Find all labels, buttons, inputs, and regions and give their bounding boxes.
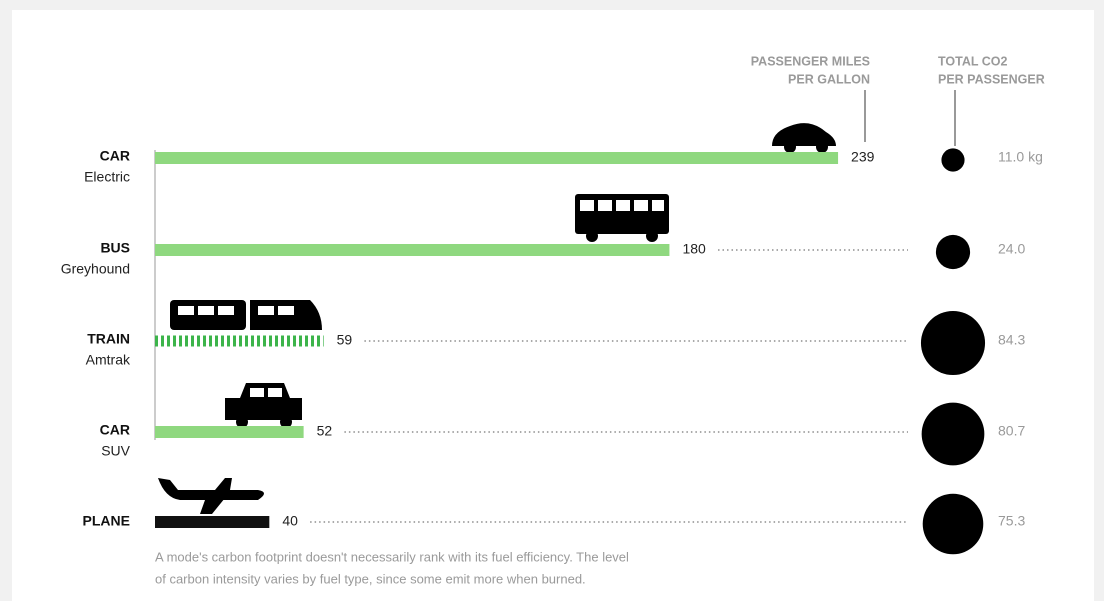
category-label: PLANE: [83, 513, 130, 529]
note: of carbon intensity varies by fuel type,…: [155, 571, 586, 586]
category-label: CAR: [100, 422, 130, 438]
bar: [155, 426, 304, 438]
co2-label: 11.0 kg: [998, 149, 1043, 165]
icon-bus: [575, 194, 669, 242]
icon-plane: [158, 478, 264, 514]
bar: [155, 244, 670, 256]
co2-label: 80.7: [998, 423, 1025, 439]
bar: [155, 152, 839, 164]
icon-electric-car: [772, 123, 836, 153]
category-label: TRAIN: [87, 331, 130, 347]
co2-label: 75.3: [998, 513, 1025, 529]
co2-bubble: [941, 148, 965, 172]
category-label: BUS: [100, 240, 130, 256]
icon-train: [170, 300, 322, 330]
bar: [155, 516, 270, 528]
co2-bubble: [921, 402, 985, 466]
co2-bubble: [922, 493, 984, 555]
value-label: 52: [317, 423, 333, 439]
value-label: 59: [337, 332, 353, 348]
co2-label: 24.0: [998, 241, 1025, 257]
icon-suv: [225, 383, 302, 428]
value-label: 239: [851, 149, 875, 165]
co2-bubble: [935, 234, 971, 270]
subcategory-label: Amtrak: [86, 352, 131, 368]
value-label: 180: [682, 241, 706, 257]
subcategory-label: Electric: [84, 169, 130, 185]
category-label: CAR: [100, 148, 130, 164]
bubble-header: PER PASSENGER: [938, 72, 1045, 86]
bar-header: PER GALLON: [788, 72, 870, 86]
note: A mode's carbon footprint doesn't necess…: [155, 549, 629, 564]
value-label: 40: [282, 513, 298, 529]
subcategory-label: SUV: [101, 443, 130, 459]
bubble-header: TOTAL CO2: [938, 54, 1008, 68]
co2-label: 84.3: [998, 332, 1025, 348]
subcategory-label: Greyhound: [61, 261, 130, 277]
co2-bubble: [920, 310, 986, 376]
bar-header: PASSENGER MILES: [751, 54, 870, 68]
